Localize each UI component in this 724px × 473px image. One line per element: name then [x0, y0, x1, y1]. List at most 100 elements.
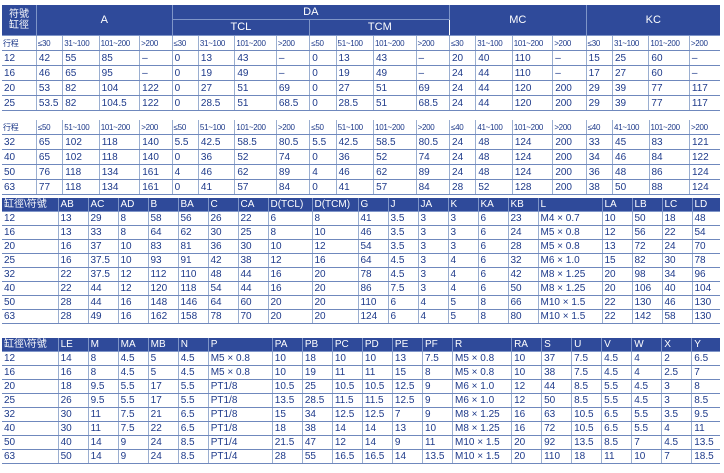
value-cell: 28.5: [198, 95, 236, 111]
value-cell: 8: [478, 295, 509, 310]
value-cell: 9: [118, 435, 149, 450]
table-row: 63 28 49 16 162 158 78 70 20 20 124 6 4 5 8 80 M10 × 1.5…: [2, 309, 720, 324]
value-cell: M5 × 0.8: [208, 365, 273, 380]
value-cell: 13.5: [691, 435, 720, 450]
value-cell: 10: [118, 253, 149, 268]
value-cell: 0: [172, 50, 199, 66]
value-cell: 38: [302, 421, 333, 436]
value-cell: 118: [62, 164, 100, 180]
value-cell: 110: [512, 50, 554, 66]
value-cell: 19: [198, 65, 236, 81]
table-row: 16 46 65 95–0 19 49–0 19 49–24 44 110–17 27 60–: [2, 65, 720, 81]
value-cell: 6: [268, 211, 313, 226]
value-cell: M5 × 0.8: [452, 351, 513, 366]
column-header: R: [452, 338, 513, 352]
value-cell: 15: [272, 407, 303, 422]
value-cell: 10: [511, 365, 543, 380]
value-cell: 40: [662, 281, 693, 296]
value-cell: 10: [272, 365, 303, 380]
value-cell: 5.5: [601, 379, 633, 394]
value-cell: 33: [88, 225, 119, 240]
value-cell: 44: [475, 80, 513, 96]
value-cell: 4.5: [178, 365, 209, 380]
value-cell: M6 × 1.0: [538, 253, 603, 268]
value-cell: 24: [449, 134, 477, 150]
value-cell: 20: [312, 281, 359, 296]
value-cell: 5.5: [118, 379, 149, 394]
value-cell: 8.5: [601, 435, 633, 450]
table-row: 20 18 9.5 5.5 17 5.5 PT1/8 10.5 25 10.5 10.5 12.5 9 M…: [2, 379, 720, 394]
range-header-cell: 101~200: [373, 120, 417, 135]
table-row: 25 53.5 82 104.5 122 0 28.5 51 68.5 0 28.5 51 68.5 24…: [2, 95, 720, 111]
value-cell: 14: [58, 351, 89, 366]
value-cell: 20: [511, 449, 543, 464]
value-cell: 24: [449, 95, 477, 111]
value-cell: 49: [373, 65, 417, 81]
value-cell: 13: [198, 50, 236, 66]
value-cell: 52: [234, 149, 277, 165]
value-cell: 102: [62, 149, 100, 165]
column-header: LB: [632, 198, 663, 212]
value-cell: 104.5: [99, 95, 141, 111]
value-cell: 22: [148, 421, 179, 436]
range-header-cell: 101~200: [512, 120, 554, 135]
value-cell: 50: [508, 281, 539, 296]
column-header: 缸徑\符號: [2, 338, 59, 352]
value-cell: 142: [632, 309, 663, 324]
column-header: Y: [691, 338, 720, 352]
value-cell: 7: [661, 449, 693, 464]
value-cell: 12: [118, 281, 149, 296]
value-cell: 51: [234, 95, 277, 111]
value-cell: 60: [238, 295, 269, 310]
value-cell: 5.5: [178, 393, 209, 408]
value-cell: 60: [648, 50, 690, 66]
range-header-cell: >200: [689, 35, 720, 51]
value-cell: 146: [178, 295, 209, 310]
table-row: 63 77 118 134 161 0 41 57 84 0 41 57 84 28 52 128 200 38 5…: [2, 179, 720, 195]
value-cell: 60: [648, 65, 690, 81]
value-cell: 7: [691, 365, 720, 380]
range-header-row: 行程 ≤50 51~100 101~200 >200 ≤50 51~100 101~200 >2…: [2, 120, 720, 135]
value-cell: PT1/8: [208, 407, 273, 422]
range-header-cell: >200: [139, 35, 173, 51]
value-cell: 64: [148, 225, 179, 240]
value-cell: 4: [448, 281, 479, 296]
value-cell: 64: [358, 253, 389, 268]
value-cell: 50: [58, 449, 89, 464]
table-row: 25 26 9.5 5.5 17 5.5 PT1/8 13.5 28.5 11.5 11.5 12.5…: [2, 393, 720, 408]
group-header-da: DA: [172, 5, 450, 21]
value-cell: 16: [511, 421, 543, 436]
value-cell: 140: [139, 134, 173, 150]
column-header: J: [388, 198, 419, 212]
value-cell: 110: [358, 295, 389, 310]
value-cell: 58.5: [373, 134, 417, 150]
table-row: 12 42 55 85–0 13 43–0 13 43–20 40 110–15 25 60–: [2, 50, 720, 66]
value-cell: 9.5: [88, 379, 119, 394]
bore-cell: 16: [2, 225, 59, 240]
value-cell: 36: [208, 239, 239, 254]
value-cell: 12: [312, 239, 359, 254]
value-cell: 88: [649, 179, 690, 195]
value-cell: 8.5: [691, 393, 720, 408]
value-cell: 50: [612, 179, 650, 195]
value-cell: 28: [449, 179, 477, 195]
value-cell: 17: [148, 379, 179, 394]
value-cell: 42.5: [336, 134, 375, 150]
value-cell: 122: [689, 149, 720, 165]
value-cell: 16: [268, 281, 313, 296]
value-cell: 89: [416, 164, 451, 180]
value-cell: 11: [362, 365, 393, 380]
value-cell: 0: [172, 65, 199, 81]
value-cell: 4.5: [388, 253, 419, 268]
value-cell: 30: [208, 225, 239, 240]
value-cell: 161: [139, 164, 173, 180]
bore-cell: 63: [2, 179, 37, 195]
value-cell: 8.5: [571, 379, 603, 394]
value-cell: 18: [571, 449, 603, 464]
value-cell: 25: [302, 379, 333, 394]
value-cell: 40: [58, 435, 89, 450]
value-cell: 104: [692, 281, 720, 296]
column-header: PA: [272, 338, 303, 352]
value-cell: 9.5: [691, 407, 720, 422]
value-cell: 82: [62, 95, 100, 111]
